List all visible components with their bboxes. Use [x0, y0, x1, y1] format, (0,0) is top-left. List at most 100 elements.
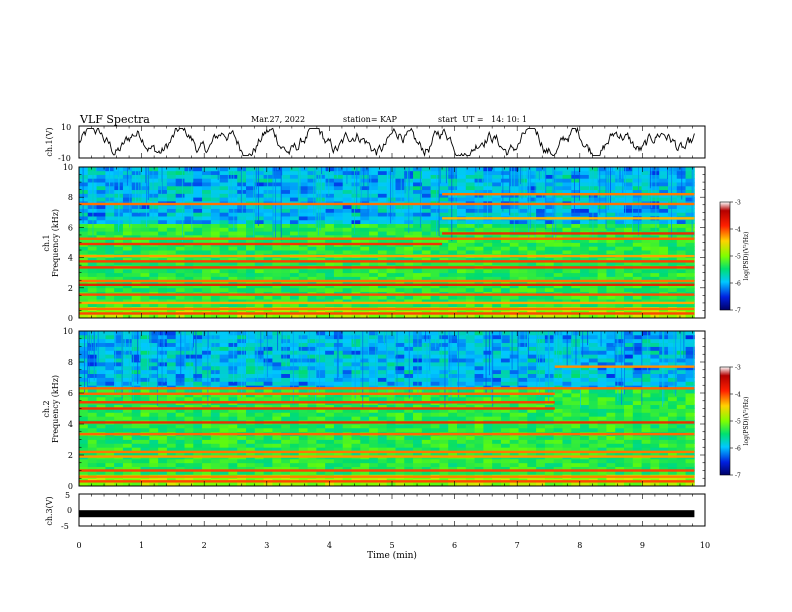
spectrogram-cell: [219, 223, 229, 228]
spectrogram-cell: [237, 287, 247, 292]
spectrogram-cell: [509, 257, 519, 262]
spectrogram-cell: [386, 346, 396, 351]
spectrogram-cell: [289, 276, 300, 281]
spectrogram-cell: [246, 219, 256, 225]
spectrogram-cell: [597, 170, 607, 175]
spectrogram-cell: [316, 427, 326, 433]
spectrogram-cell: [202, 369, 212, 375]
spectrogram-cell: [369, 223, 379, 228]
spectrogram-cell: [105, 393, 115, 398]
spectrogram-cell: [254, 365, 265, 371]
spectrogram-cell: [659, 197, 669, 202]
spectrogram-cell: [79, 268, 89, 274]
spectrogram-cell: [281, 416, 291, 421]
spectrogram-cell: [254, 204, 265, 209]
spectrogram-cell: [228, 346, 238, 351]
spectrogram-cell: [448, 354, 458, 359]
spectrogram-cell: [325, 362, 335, 367]
spectrogram-cell: [641, 185, 651, 191]
spectrogram-cell: [439, 365, 449, 371]
spectrogram-cell: [562, 261, 572, 266]
spectrogram-cell: [175, 208, 185, 213]
spectrogram-cell: [131, 284, 141, 289]
spectrogram-cell: [298, 280, 308, 285]
spectrogram-cell: [166, 208, 177, 213]
spectrogram-cell: [342, 416, 352, 421]
spectrogram-cell: [316, 219, 326, 225]
spectrogram-cell: [641, 197, 651, 202]
spectrogram-cell: [659, 234, 669, 240]
spectrogram-cell: [219, 466, 229, 471]
spectrogram-cell: [597, 182, 607, 187]
spectrogram-cell: [79, 451, 89, 456]
spectrogram-cell: [281, 365, 291, 371]
spectrogram-cell: [114, 393, 124, 398]
spectrogram-cell: [246, 216, 256, 221]
spectrogram-cell: [580, 185, 590, 191]
spectrogram-cell: [439, 299, 449, 304]
spectrogram-cell: [149, 246, 159, 251]
spectrogram-cell: [430, 287, 440, 292]
spectrogram-cell: [536, 295, 546, 300]
spectrogram-cell: [140, 404, 150, 409]
spectrogram-cell: [483, 257, 493, 262]
tone-line: [79, 260, 695, 263]
spectrogram-cell: [210, 238, 221, 243]
spectrogram-cell: [114, 302, 124, 308]
spectrogram-cell: [360, 408, 370, 413]
spectrogram-cell: [105, 424, 115, 429]
spectrogram-cell: [351, 216, 361, 221]
spectrogram-cell: [465, 170, 475, 175]
spectrogram-cell: [325, 373, 335, 378]
spectrogram-cell: [492, 227, 502, 232]
spectrogram-cell: [351, 462, 361, 468]
spectrogram-cell: [316, 216, 326, 221]
spectrogram-cell: [175, 334, 185, 340]
spectrogram-cell: [430, 178, 440, 183]
spectrogram-cell: [298, 350, 308, 355]
spectrogram-cell: [114, 342, 124, 347]
spectrogram-cell: [96, 439, 106, 444]
spectrogram-cell: [122, 369, 133, 375]
spectrogram-cell: [369, 334, 379, 340]
spectrogram-cell: [360, 447, 370, 452]
spectrogram-cell: [641, 299, 651, 304]
spectrogram-cell: [184, 447, 194, 452]
spectrogram-cell: [202, 412, 212, 417]
spectrogram-cell: [342, 250, 352, 255]
spectrogram-cell: [685, 170, 695, 175]
spectrogram-cell: [333, 416, 344, 421]
spectrogram-cell: [228, 350, 238, 355]
spectrogram-cell: [316, 451, 326, 456]
spectrogram-cell: [272, 408, 282, 413]
spectrogram-cell: [149, 170, 159, 175]
spectrogram-cell: [166, 234, 177, 240]
spectrogram-cell: [131, 439, 141, 444]
spectrogram-cell: [316, 302, 326, 308]
spectrogram-cell: [158, 482, 168, 487]
spectrogram-cell: [87, 219, 97, 225]
spectrogram-cell: [325, 354, 335, 359]
spectrogram-cell: [210, 408, 221, 413]
spectrogram-cell: [122, 280, 133, 285]
spectrogram-cell: [659, 182, 669, 187]
spectrogram-cell: [193, 482, 203, 487]
spectrogram-cell: [79, 466, 89, 471]
spectrogram-cell: [518, 185, 528, 191]
spectrogram-cell: [228, 170, 238, 175]
spectrogram-cell: [518, 204, 528, 209]
spectrogram-cell: [544, 227, 555, 232]
spectrogram-cell: [342, 412, 352, 417]
spectrogram-cell: [333, 377, 344, 382]
spectrogram-cell: [360, 280, 370, 285]
spectrogram-cell: [685, 223, 695, 228]
spectrogram-cell: [667, 276, 678, 281]
spectrogram-cell: [333, 424, 344, 429]
spectrogram-cell: [676, 227, 686, 232]
spectrogram-cell: [500, 234, 511, 240]
spectrogram-cell: [210, 193, 221, 198]
spectrogram-cell: [395, 358, 405, 363]
spectrogram-cell: [289, 334, 300, 340]
spectrogram-cell: [386, 331, 396, 336]
